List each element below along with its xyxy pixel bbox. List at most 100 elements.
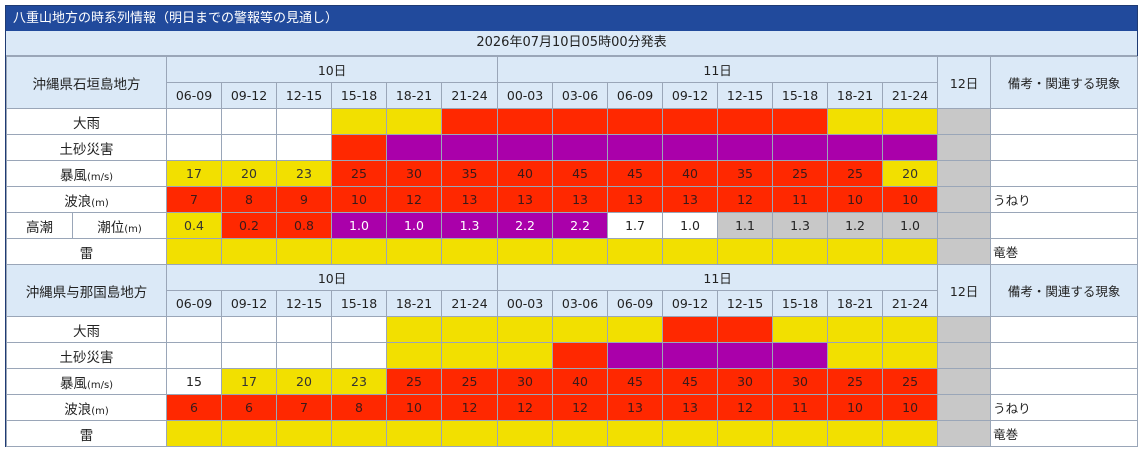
time-slot-header: 06-09 bbox=[166, 82, 222, 109]
forecast-cell bbox=[386, 316, 442, 343]
table-row: 高潮 潮位(m) 0.4 0.2 0.8 1.0 1.0 1.3 2.2 2.2 1.7 1.0 1.1… bbox=[6, 212, 1139, 239]
time-slot-header: 21-24 bbox=[882, 82, 939, 109]
table-row: 土砂災害 bbox=[6, 134, 1139, 161]
forecast-cell bbox=[276, 238, 332, 265]
forecast-cell: 13 bbox=[552, 186, 609, 213]
forecast-cell: 30 bbox=[717, 368, 774, 395]
remark-cell: うねり bbox=[990, 394, 1139, 421]
time-slot-header: 03-06 bbox=[552, 290, 609, 317]
forecast-cell bbox=[827, 342, 884, 369]
forecast-cell: 11 bbox=[772, 394, 829, 421]
time-slot-header: 00-03 bbox=[497, 290, 554, 317]
forecast-cell: 45 bbox=[662, 368, 719, 395]
forecast-cell: 25 bbox=[386, 368, 442, 395]
forecast-cell: 35 bbox=[440, 160, 499, 187]
table-row: 雷 竜巻 bbox=[6, 238, 1139, 265]
forecast-cell: 25 bbox=[331, 160, 387, 187]
forecast-cell bbox=[331, 342, 387, 369]
remark-cell bbox=[990, 212, 1139, 239]
forecast-cell bbox=[276, 316, 332, 343]
remark-cell bbox=[990, 160, 1139, 187]
day-header-11: 11日 bbox=[497, 56, 939, 83]
day-header-11: 11日 bbox=[497, 264, 939, 291]
time-slot-header: 18-21 bbox=[386, 82, 442, 109]
forecast-cell bbox=[882, 108, 939, 135]
row-label: 大雨 bbox=[6, 108, 167, 135]
time-slot-header: 15-18 bbox=[772, 82, 829, 109]
forecast-cell bbox=[552, 134, 609, 161]
forecast-cell bbox=[717, 316, 774, 343]
remark-cell bbox=[990, 342, 1139, 369]
time-slot-header: 18-21 bbox=[386, 290, 442, 317]
row-unit: (m) bbox=[124, 223, 142, 235]
forecast-cell: 30 bbox=[386, 160, 442, 187]
forecast-cell bbox=[497, 108, 554, 135]
forecast-cell bbox=[772, 420, 829, 447]
day-header-12: 12日 bbox=[937, 264, 992, 317]
row-label-text: 土砂災害 bbox=[59, 349, 114, 366]
forecast-cell bbox=[607, 342, 664, 369]
time-slot-header: 09-12 bbox=[662, 290, 719, 317]
row-label-text: 大雨 bbox=[73, 115, 100, 132]
forecast-cell: 45 bbox=[607, 368, 664, 395]
forecast-cell: 1.1 bbox=[717, 212, 774, 239]
table-row: 暴風(m/s) 15 17 20 23 25 25 30 40 45 45 30 30 25 25 bbox=[6, 368, 1139, 395]
row-label-text: 波浪 bbox=[64, 193, 92, 210]
forecast-cell: 0.2 bbox=[221, 212, 277, 239]
forecast-cell bbox=[497, 316, 554, 343]
area-name: 沖縄県石垣島地方 bbox=[6, 56, 167, 109]
forecast-cell: 10 bbox=[827, 186, 884, 213]
table-row: 波浪(m) 6 6 7 8 10 12 12 12 13 13 12 11 10 10 うねり bbox=[6, 394, 1139, 421]
forecast-cell bbox=[882, 420, 939, 447]
remark-cell: うねり bbox=[990, 186, 1139, 213]
forecast-cell bbox=[386, 420, 442, 447]
forecast-cell: 7 bbox=[166, 186, 222, 213]
forecast-cell bbox=[717, 134, 774, 161]
forecast-cell: 1.7 bbox=[607, 212, 664, 239]
forecast-cell: 25 bbox=[772, 160, 829, 187]
forecast-cell: 1.3 bbox=[772, 212, 829, 239]
forecast-cell bbox=[607, 238, 664, 265]
day-12-cell bbox=[937, 394, 992, 421]
forecast-cell: 20 bbox=[276, 368, 332, 395]
forecast-cell bbox=[607, 420, 664, 447]
forecast-cell bbox=[497, 420, 554, 447]
forecast-cell: 11 bbox=[772, 186, 829, 213]
day-header-12: 12日 bbox=[937, 56, 992, 109]
row-group-label: 高潮 bbox=[6, 212, 73, 239]
forecast-cell bbox=[276, 420, 332, 447]
forecast-cell: 0.8 bbox=[276, 212, 332, 239]
day-12-cell bbox=[937, 420, 992, 447]
forecast-cell bbox=[772, 108, 829, 135]
forecast-cell bbox=[662, 420, 719, 447]
time-slot-header: 18-21 bbox=[827, 82, 884, 109]
remark-cell bbox=[990, 108, 1139, 135]
forecast-cell bbox=[440, 316, 499, 343]
row-label: 土砂災害 bbox=[6, 134, 167, 161]
row-label: 雷 bbox=[6, 420, 167, 447]
forecast-cell: 10 bbox=[882, 186, 939, 213]
day-header-10: 10日 bbox=[165, 264, 499, 291]
forecast-cell bbox=[221, 342, 277, 369]
forecast-cell: 10 bbox=[882, 394, 939, 421]
forecast-cell bbox=[166, 316, 222, 343]
warning-panel: 八重山地方の時系列情報（明日までの警報等の見通し） 2026年07月10日05時… bbox=[5, 5, 1139, 447]
forecast-cell: 40 bbox=[497, 160, 554, 187]
row-label-text: 暴風 bbox=[59, 167, 87, 184]
forecast-cell: 0.4 bbox=[166, 212, 222, 239]
table-row: 大雨 bbox=[6, 316, 1139, 343]
forecast-cell bbox=[166, 134, 222, 161]
forecast-cell bbox=[331, 134, 387, 161]
forecast-cell bbox=[552, 342, 609, 369]
forecast-cell: 23 bbox=[331, 368, 387, 395]
forecast-cell bbox=[331, 420, 387, 447]
forecast-cell: 2.2 bbox=[497, 212, 554, 239]
forecast-cell bbox=[331, 238, 387, 265]
forecast-cell bbox=[552, 420, 609, 447]
forecast-cell: 12 bbox=[497, 394, 554, 421]
day-12-cell bbox=[937, 342, 992, 369]
forecast-cell: 25 bbox=[827, 160, 884, 187]
remark-cell bbox=[990, 368, 1139, 395]
forecast-cell bbox=[772, 238, 829, 265]
forecast-cell bbox=[276, 342, 332, 369]
